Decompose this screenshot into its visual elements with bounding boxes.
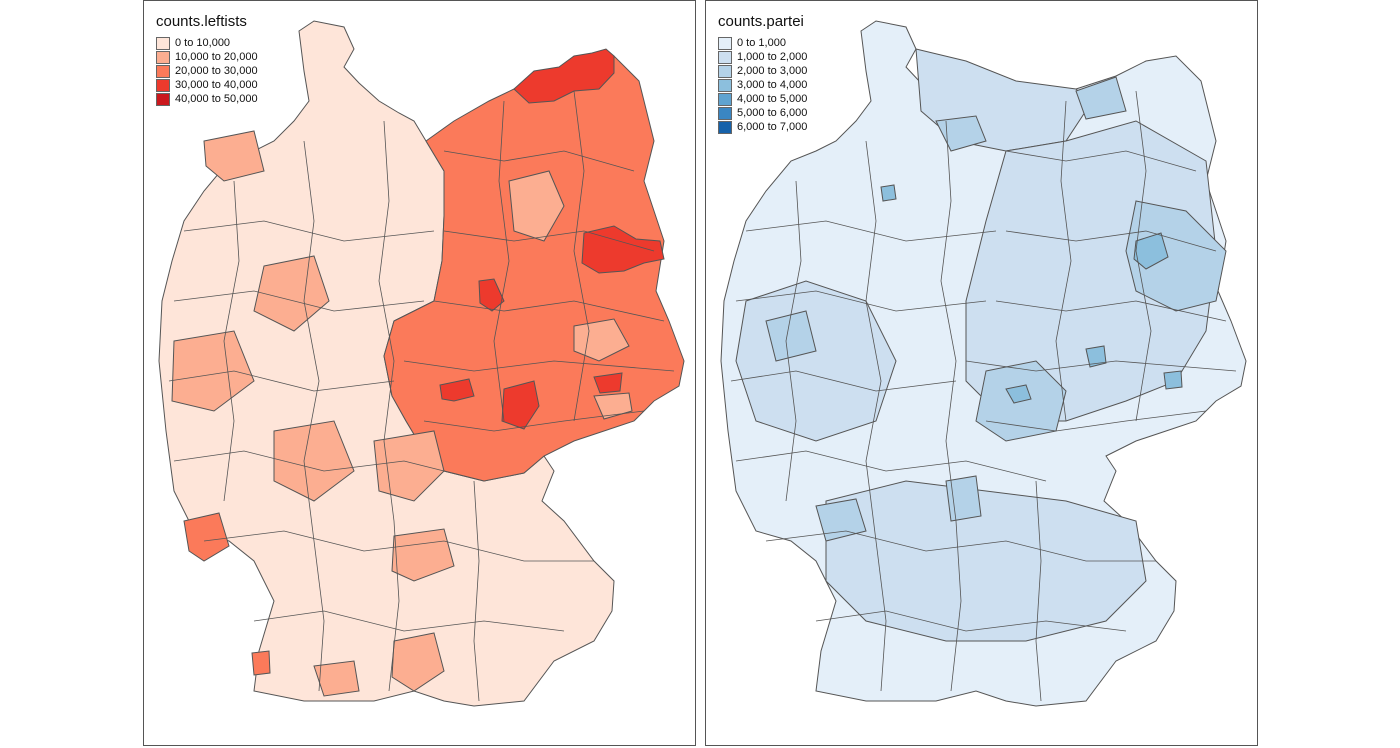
region-hamburg-blue (935, 115, 987, 152)
legend-label: 40,000 to 50,000 (175, 93, 258, 105)
legend-item: 1,000 to 2,000 (718, 50, 807, 64)
legend-label: 3,000 to 4,000 (737, 79, 808, 91)
legend-swatch (156, 50, 170, 64)
legend-label: 2,000 to 3,000 (737, 65, 808, 77)
region-west-patch-1 (203, 130, 265, 182)
legend-swatch (718, 92, 732, 106)
region-saar (183, 512, 230, 562)
legend-item: 40,000 to 50,000 (156, 92, 258, 106)
legend-item: 20,000 to 30,000 (156, 64, 258, 78)
region-erfurt-blue (1005, 384, 1032, 404)
legend-item: 0 to 10,000 (156, 36, 258, 50)
choropleth-map-leftists (158, 20, 685, 707)
legend-item: 6,000 to 7,000 (718, 120, 807, 134)
legend-label: 0 to 10,000 (175, 37, 231, 49)
region-ne-coast (513, 48, 615, 104)
legend-title: counts.partei (718, 13, 804, 30)
map-panel-partei: counts.partei 0 to 1,000 1,000 to 2,000 … (705, 0, 1258, 746)
region-frankfurt-blue (815, 498, 867, 542)
legend-partei: counts.partei 0 to 1,000 1,000 to 2,000 … (718, 13, 807, 134)
legend-swatch (718, 64, 732, 78)
legend-label: 10,000 to 20,000 (175, 51, 258, 63)
region-leipzig-blue (1085, 345, 1107, 368)
map-regions (158, 20, 685, 707)
legend-label: 5,000 to 6,000 (737, 107, 808, 119)
legend-leftists: counts.leftists 0 to 10,000 10,000 to 20… (156, 13, 258, 106)
region-west-patch-5 (273, 420, 355, 502)
region-east-mid (965, 120, 1217, 422)
legend-swatch (718, 120, 732, 134)
region-east-coast-blue (1075, 76, 1127, 120)
map-panel-leftists: counts.leftists 0 to 10,000 10,000 to 20… (143, 0, 696, 746)
legend-item: 30,000 to 40,000 (156, 78, 258, 92)
legend-label: 6,000 to 7,000 (737, 121, 808, 133)
region-east-blue (1125, 200, 1227, 312)
region-mid-red (478, 278, 505, 312)
region-saxony-red (501, 380, 540, 430)
region-west-patch-7 (391, 632, 445, 692)
region-west-patch-3 (171, 330, 255, 412)
region-east-light (508, 170, 565, 242)
legend-swatch (156, 78, 170, 92)
legend-swatch (718, 36, 732, 50)
legend-item: 5,000 to 6,000 (718, 106, 807, 120)
legend-title: counts.leftists (156, 13, 247, 30)
legend-swatch (718, 78, 732, 92)
legend-item: 2,000 to 3,000 (718, 64, 807, 78)
region-nrw-blue (765, 310, 817, 362)
legend-label: 20,000 to 30,000 (175, 65, 258, 77)
legend-swatch (156, 36, 170, 50)
region-bremen-blue (880, 184, 897, 202)
legend-item: 10,000 to 20,000 (156, 50, 258, 64)
legend-item: 4,000 to 5,000 (718, 92, 807, 106)
region-west-patch-4 (373, 430, 445, 502)
region-west-patch-8 (313, 660, 360, 697)
region-east-light2 (573, 318, 630, 362)
region-dresden-blue (1163, 370, 1183, 390)
legend-label: 1,000 to 2,000 (737, 51, 808, 63)
region-sw-small (251, 650, 271, 676)
legend-item: 3,000 to 4,000 (718, 78, 807, 92)
region-th-red (439, 378, 475, 402)
district-boundaries (730, 90, 1237, 702)
region-berlin (581, 225, 665, 274)
district-boundaries (168, 90, 675, 702)
legend-swatch (718, 106, 732, 120)
region-west-patch-2 (253, 255, 330, 332)
region-east-red (593, 372, 623, 394)
map-regions (720, 20, 1247, 707)
legend-label: 30,000 to 40,000 (175, 79, 258, 91)
choropleth-map-partei (720, 20, 1247, 707)
legend-swatch (718, 50, 732, 64)
legend-swatch (156, 64, 170, 78)
legend-swatch (156, 92, 170, 106)
legend-item: 0 to 1,000 (718, 36, 807, 50)
legend-label: 4,000 to 5,000 (737, 93, 808, 105)
region-east-light3 (593, 392, 633, 420)
legend-label: 0 to 1,000 (737, 37, 786, 49)
